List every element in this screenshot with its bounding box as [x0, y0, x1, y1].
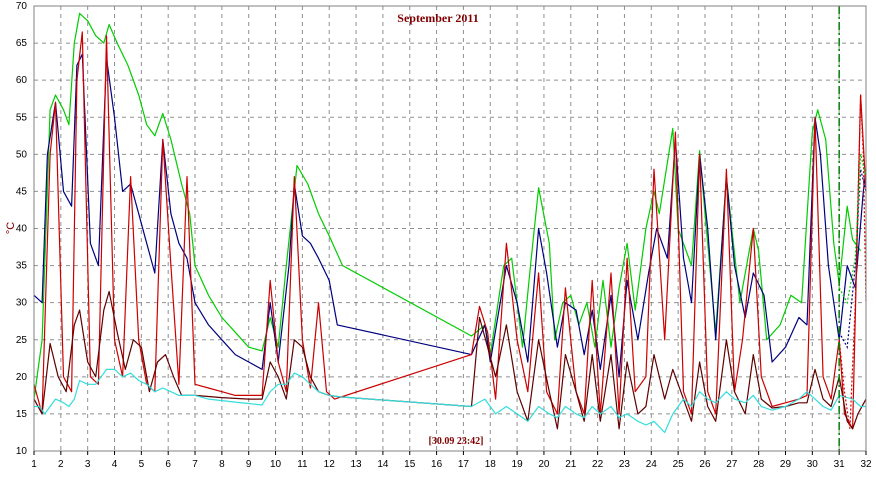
y-tick-label: 40: [16, 224, 28, 235]
x-tick-label: 30: [807, 459, 819, 470]
y-tick-label: 45: [16, 186, 28, 197]
x-tick-label: 16: [431, 459, 443, 470]
x-tick-label: 21: [565, 459, 577, 470]
x-tick-label: 1: [31, 459, 37, 470]
y-tick-label: 70: [16, 1, 28, 12]
x-tick-label: 27: [726, 459, 738, 470]
x-tick-label: 24: [646, 459, 658, 470]
y-tick-label: 55: [16, 112, 28, 123]
x-tick-label: 19: [512, 459, 524, 470]
y-tick-label: 25: [16, 335, 28, 346]
x-tick-label: 17: [458, 459, 470, 470]
forecast-group: [838, 94, 867, 429]
x-tick-label: 12: [324, 459, 336, 470]
x-tick-label: 6: [165, 459, 171, 470]
x-tick-label: 4: [112, 459, 118, 470]
x-tick-label: 13: [351, 459, 363, 470]
y-tick-label: 35: [16, 261, 28, 272]
x-tick-label: 22: [592, 459, 604, 470]
x-tick-label: 23: [619, 459, 631, 470]
y-tick-label: 60: [16, 75, 28, 86]
series-line-darkred: [33, 290, 867, 430]
x-tick-label: 31: [834, 459, 846, 470]
x-tick-label: 7: [192, 459, 198, 470]
x-tick-labels: 1 2 3 4 5 6 7 8 9 10 11 12 13 14 15 16 17 18 19 20 21 22 23 24 2…: [31, 451, 872, 470]
series-line-green: [33, 12, 862, 400]
chart-title: September 2011: [397, 11, 478, 25]
x-tick-label: 11: [297, 459, 308, 470]
x-tick-label: 32: [860, 459, 872, 470]
y-tick-labels: 10 15 20 25 30 35 40 45 50 55 60 65 70: [16, 1, 28, 457]
y-tick-label: 30: [16, 298, 28, 309]
x-tick-label: 10: [270, 459, 282, 470]
series-line-blue: [33, 53, 867, 378]
x-tick-label: 28: [753, 459, 765, 470]
series-line-cyan: [34, 368, 866, 434]
x-tick-label: 14: [377, 459, 389, 470]
plot-frame: [33, 5, 867, 452]
x-tick-label: 5: [139, 459, 145, 470]
timestamp-label: [30.09 23:42]: [429, 436, 484, 447]
series-line-red: [33, 31, 867, 430]
x-tick-label: 3: [85, 459, 91, 470]
x-tick-label: 15: [404, 459, 416, 470]
x-tick-label: 8: [219, 459, 225, 470]
y-tick-label: 15: [16, 409, 28, 420]
x-tick-label: 20: [538, 459, 550, 470]
x-tick-label: 26: [699, 459, 711, 470]
x-tick-label: 18: [485, 459, 497, 470]
y-axis-label: °C: [5, 222, 17, 234]
x-tick-label: 25: [673, 459, 685, 470]
x-tick-label: 9: [246, 459, 252, 470]
y-tick-label: 10: [16, 446, 28, 457]
y-tick-label: 65: [16, 38, 28, 49]
forecast-line-green: [838, 154, 867, 305]
x-tick-label: 29: [780, 459, 792, 470]
y-tick-label: 50: [16, 149, 28, 160]
y-tick-label: 20: [16, 372, 28, 383]
series-group: [33, 12, 867, 434]
forecast-line-red: [838, 94, 867, 429]
x-tick-label: 2: [58, 459, 64, 470]
